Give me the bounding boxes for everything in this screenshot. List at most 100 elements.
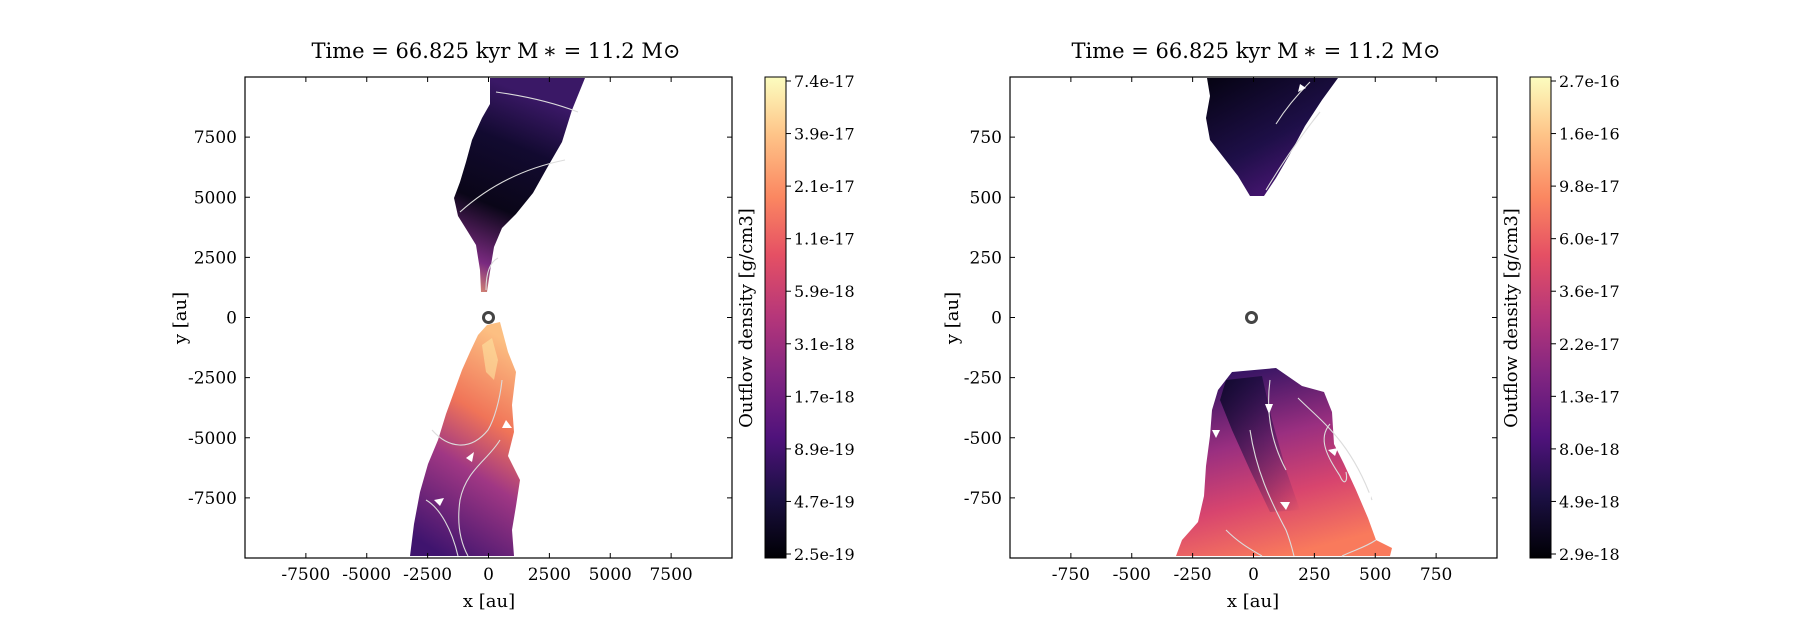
left-colorbar-tick-label: 2.1e-17 [794,177,855,196]
right-stream-arrow [1212,430,1220,438]
left-stream-arrow [434,498,444,506]
right-colorbar: 2.7e-16 1.6e-16 9.8e-17 6.0e-17 3.6e-17 2.2e-… [1501,72,1620,564]
right-colorbar-tick-label: 2.2e-17 [1559,335,1620,354]
right-colorbar-label: Outflow density [g/cm3] [1501,208,1522,428]
left-y-tick-label: 5000 [194,188,237,208]
left-streamline [431,379,503,446]
left-streamline [495,91,579,113]
right-colorbar-tick-label: 6.0e-17 [1559,230,1620,249]
left-density-field [410,78,585,556]
right-colorbar-tick-label: 9.8e-17 [1559,177,1620,196]
left-stream-arrow [502,420,512,428]
right-stream-arrow [1364,492,1372,502]
right-streamlines [1225,81,1377,557]
left-y-tick-label: -7500 [188,489,237,509]
left-y-tick-label: 0 [226,309,237,329]
left-y-tick-label: 2500 [194,248,237,268]
left-stream-arrow [466,452,474,462]
right-streamline [1323,423,1348,483]
right-y-tick-label: -500 [964,429,1002,449]
left-streamline [459,159,566,213]
right-stream-arrow [1280,502,1290,510]
right-x-tick-label: 500 [1359,565,1391,585]
left-streamline [485,257,499,291]
right-y-tick-label: 250 [970,248,1002,268]
right-stream-arrow [1265,404,1273,414]
right-x-axis-label: x [au] [1227,591,1279,612]
left-x-tick-label: 5000 [589,565,632,585]
right-x-ticks: -750 -500 -250 0 250 500 750 [1052,77,1452,585]
right-stream-arrows [1212,84,1372,510]
right-x-tick-label: 0 [1248,565,1259,585]
right-star-marker [1245,311,1258,324]
right-colorbar-tick-label: 1.3e-17 [1559,387,1620,406]
left-colorbar-tick-label: 4.7e-19 [794,492,855,511]
right-title: Time = 66.825 kyr M ∗ = 11.2 M⊙ [1072,39,1441,63]
left-x-tick-label: -7500 [281,565,330,585]
left-colorbar-tick-label: 3.9e-17 [794,125,855,144]
right-colorbar-tick-label: 4.9e-18 [1559,492,1620,511]
left-colorbar-label: Outflow density [g/cm3] [736,208,757,428]
left-x-ticks: -7500 -5000 -2500 0 2500 5000 7500 [281,77,693,585]
right-outflow-top-lobe [1206,78,1338,196]
right-colorbar-tick-label: 2.7e-16 [1559,72,1620,91]
right-streamline [1225,529,1263,557]
left-star-marker [482,311,495,324]
right-streamline [1268,379,1287,471]
left-colorbar-tick-label: 7.4e-17 [794,72,855,91]
right-y-axis-label: y [au] [942,292,963,345]
left-stream-arrows [434,420,512,506]
right-streamline [1265,111,1321,191]
right-stream-arrow [1328,448,1338,456]
left-x-tick-label: 0 [483,565,494,585]
right-streamline [1297,397,1373,501]
right-y-tick-label: -750 [964,489,1002,509]
right-colorbar-tick-label: 8.0e-18 [1559,440,1620,459]
right-density-field [1176,78,1392,556]
right-colorbar-tick-label: 2.9e-18 [1559,545,1620,564]
right-y-tick-label: 500 [970,188,1002,208]
left-x-tick-label: -2500 [403,565,452,585]
right-colorbar-tick-label: 1.6e-16 [1559,125,1620,144]
right-x-tick-label: -250 [1174,565,1212,585]
left-colorbar-tick-label: 3.1e-18 [794,335,855,354]
left-colorbar-tick-label: 8.9e-19 [794,440,855,459]
left-title: Time = 66.825 kyr M ∗ = 11.2 M⊙ [312,39,681,63]
right-y-tick-label: 0 [991,309,1002,329]
left-colorbar-tick-label: 1.7e-18 [794,387,855,406]
left-colorbar-tick-label: 5.9e-18 [794,282,855,301]
right-streamline [1275,81,1311,125]
left-bright-knot [482,338,498,380]
left-colorbar: 7.4e-17 3.9e-17 2.1e-17 1.1e-17 5.9e-18 3.1e-… [736,72,855,564]
left-x-tick-label: 2500 [528,565,571,585]
left-x-tick-label: 7500 [649,565,692,585]
left-y-axis-label: y [au] [170,292,191,345]
right-y-ticks: 750 500 250 0 -250 -500 -750 [964,128,1497,509]
left-streamline [425,499,459,557]
left-outflow-top-lobe [454,78,585,292]
left-outflow-bottom-lobe [410,322,520,556]
left-colorbar-ticks: 7.4e-17 3.9e-17 2.1e-17 1.1e-17 5.9e-18 3.1e-… [786,72,855,564]
left-colorbar-gradient [764,76,787,559]
left-x-tick-label: -5000 [342,565,391,585]
right-y-tick-label: -250 [964,369,1002,389]
right-stream-arrow [1298,84,1306,92]
right-y-tick-label: 750 [970,128,1002,148]
left-panel: Time = 66.825 kyr M ∗ = 11.2 M⊙ -7500 -50… [170,39,855,612]
left-streamline [458,439,501,557]
right-dark-filament [1220,376,1300,512]
left-y-tick-label: -5000 [188,429,237,449]
right-streamline [1341,539,1377,557]
left-x-axis-label: x [au] [463,591,515,612]
right-panel: Time = 66.825 kyr M ∗ = 11.2 M⊙ [942,39,1620,612]
right-x-tick-label: 750 [1420,565,1452,585]
right-colorbar-ticks: 2.7e-16 1.6e-16 9.8e-17 6.0e-17 3.6e-17 2.2e-… [1551,72,1620,564]
right-outflow-bottom-lobe [1176,368,1392,556]
right-streamline [1249,429,1295,557]
left-colorbar-tick-label: 2.5e-19 [794,545,855,564]
right-colorbar-gradient [1529,76,1552,559]
left-colorbar-tick-label: 1.1e-17 [794,230,855,249]
right-x-tick-label: -750 [1052,565,1090,585]
left-y-ticks: 7500 5000 2500 0 -2500 -5000 -7500 [188,128,732,509]
